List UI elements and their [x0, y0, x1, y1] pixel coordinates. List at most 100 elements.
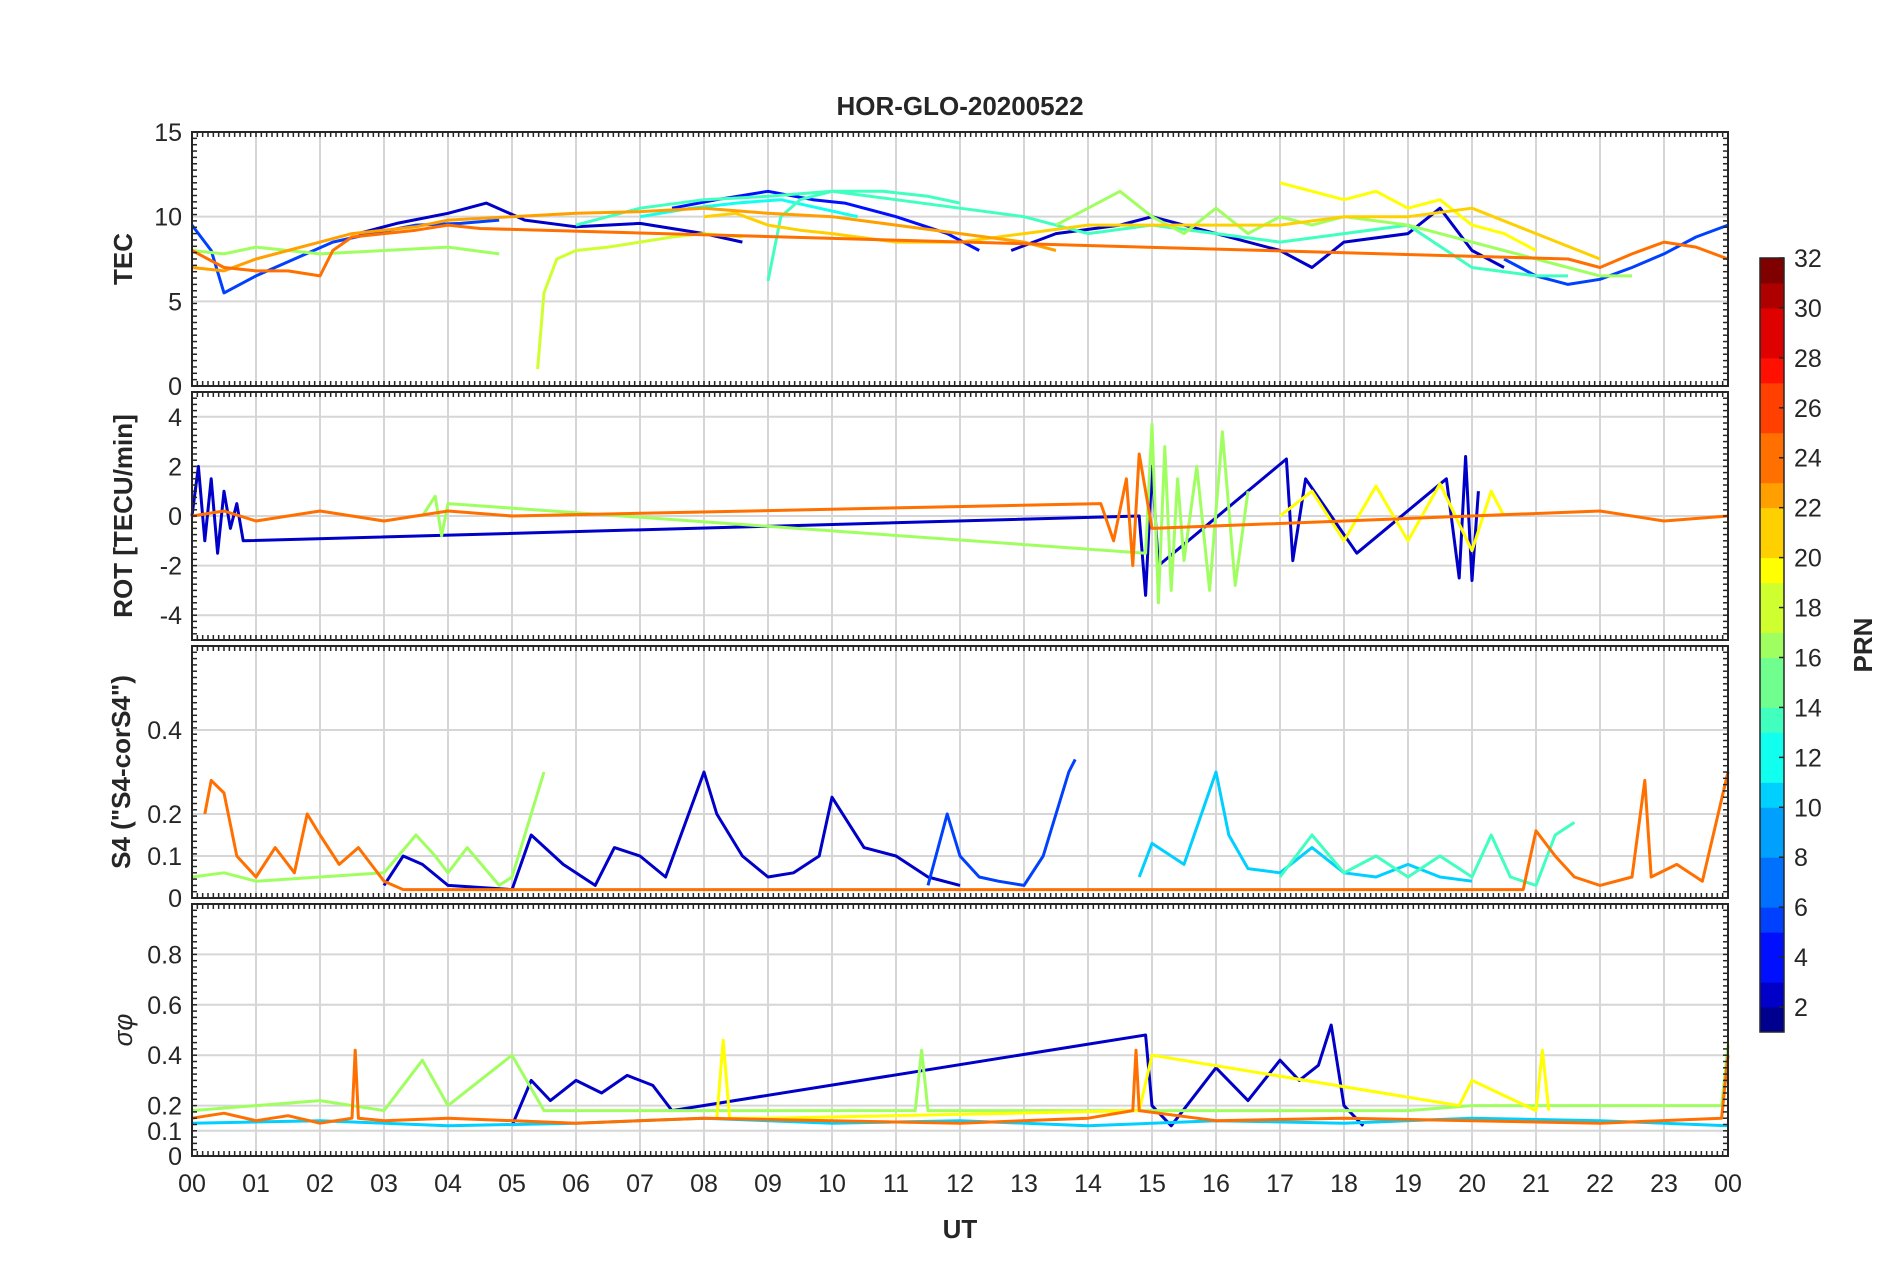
series-line-prn-11	[191, 1116, 1729, 1128]
colorbar-tick-label: 12	[1794, 744, 1822, 772]
series-line-prn-11	[1137, 770, 1473, 883]
series-line-prn-2	[510, 1023, 1365, 1128]
series-line-prn-17	[191, 245, 500, 256]
series-line-prn-14	[766, 189, 961, 282]
x-tick-label: 10	[818, 1170, 846, 1198]
colorbar-frame	[1759, 257, 1785, 1033]
x-tick-label: 00	[1714, 1170, 1742, 1198]
colorbar-segment	[1760, 258, 1784, 284]
x-tick-label: 12	[946, 1170, 974, 1198]
colorbar-segment	[1760, 832, 1784, 858]
colorbar-tick-label: 22	[1794, 495, 1822, 523]
y-tick-label: 10	[154, 204, 182, 232]
x-tick-label: 14	[1074, 1170, 1102, 1198]
panel-sigma-phi: 00.10.2 0.4 0.6 0.8 σφ	[108, 903, 1730, 1171]
series-line-prn-24	[203, 771, 1730, 892]
series-line-prn-22	[191, 206, 1057, 273]
x-tick-label: 20	[1458, 1170, 1486, 1198]
colorbar-segment	[1760, 457, 1784, 484]
series-line-prn-17	[191, 771, 546, 887]
y-tick-label: 0	[168, 373, 182, 401]
colorbar-segment	[1760, 707, 1784, 733]
colorbar-segment	[1760, 757, 1784, 783]
series-line-prn-13	[575, 189, 1568, 278]
colorbar-segment	[1760, 557, 1784, 584]
y-tick-label: 4	[168, 404, 182, 432]
axes-frame	[191, 645, 1729, 899]
colorbar-segment	[1760, 407, 1784, 434]
series-line-prn-16	[1055, 189, 1632, 278]
y-tick-label: 0.2	[147, 801, 182, 829]
series-line-prn-24	[191, 452, 1729, 568]
axes-frame	[191, 131, 1729, 387]
figure-title: HOR-GLO-20200522	[836, 91, 1083, 121]
x-tick-label: 05	[498, 1170, 526, 1198]
colorbar-tick-label: 2	[1794, 994, 1808, 1022]
colorbar-tick-label: 28	[1794, 345, 1822, 373]
y-tick-label: 5	[168, 288, 182, 316]
colorbar-segment	[1760, 807, 1784, 833]
x-tick-label: 13	[1010, 1170, 1038, 1198]
colorbar-tick-label: 20	[1794, 545, 1822, 573]
y-axis-label: σφ	[108, 1014, 138, 1047]
series-line-prn-20	[1279, 482, 1506, 553]
x-tick-label: 17	[1266, 1170, 1294, 1198]
colorbar-segment	[1760, 582, 1784, 609]
x-tick-label: 19	[1394, 1170, 1422, 1198]
series-line-prn-24	[191, 1048, 1730, 1125]
colorbar-segment	[1760, 907, 1784, 933]
series-line-prn-20	[1279, 181, 1537, 252]
y-tick-label: 0	[168, 503, 182, 531]
series-line-prn-2	[190, 455, 1480, 597]
colorbar-segment	[1760, 432, 1784, 459]
x-tick-label: 16	[1202, 1170, 1230, 1198]
series-line-prn-17	[191, 1044, 1730, 1113]
y-axis-label: S4 ("S4-corS4")	[106, 675, 136, 869]
x-tick-label: 02	[306, 1170, 334, 1198]
colorbar-segment	[1760, 732, 1784, 758]
colorbar-tick-label: 32	[1794, 245, 1822, 273]
y-tick-label: 0.4	[147, 717, 182, 745]
series-line-prn-3	[358, 201, 743, 244]
colorbar-segment	[1760, 882, 1784, 908]
series-line-prn-20	[715, 1038, 1551, 1120]
colorbar-tick-label: 14	[1794, 694, 1822, 722]
colorbar-label: PRN	[1848, 618, 1878, 673]
colorbar-segment	[1760, 1007, 1784, 1033]
colorbar-segment	[1760, 357, 1784, 384]
panel-rot: -4 -2 0 2 4 ROT [TECU/min]	[108, 391, 1729, 641]
y-tick-label: 0.8	[147, 941, 182, 969]
panel-s4: 0 0.1 0.2 0.4 S4 ("S4-corS4")	[106, 645, 1730, 913]
x-tick-label: 03	[370, 1170, 398, 1198]
colorbar-tick-label: 8	[1794, 844, 1808, 872]
series-line-prn-24	[191, 223, 1729, 278]
x-tick-label: 09	[754, 1170, 782, 1198]
axes-frame	[191, 903, 1729, 1157]
colorbar-segment	[1760, 607, 1784, 634]
y-axis-label: ROT [TECU/min]	[108, 414, 138, 618]
series-line-prn-16	[421, 422, 1250, 605]
colorbar-segment	[1760, 332, 1784, 359]
y-tick-label: 15	[154, 119, 182, 147]
colorbar-tick-label: 26	[1794, 395, 1822, 423]
series-line-prn-13	[1278, 821, 1576, 887]
colorbar-tick-label: 16	[1794, 644, 1822, 672]
colorbar-segment	[1760, 532, 1784, 559]
y-tick-label: 0.1	[147, 1118, 182, 1146]
series-line-prn-2	[382, 770, 961, 892]
colorbar-tick-label: 18	[1794, 595, 1822, 623]
colorbar-segment	[1760, 682, 1784, 708]
y-tick-label: 2	[168, 453, 182, 481]
series-line-prn-21	[703, 206, 1601, 261]
x-tick-label: 06	[562, 1170, 590, 1198]
colorbar-segment	[1760, 932, 1784, 958]
y-tick-label: 0.6	[147, 992, 182, 1020]
axes-frame	[191, 391, 1729, 641]
colorbar-tick-label: 4	[1794, 944, 1808, 972]
colorbar-segment	[1760, 782, 1784, 808]
y-tick-label: 0	[168, 885, 182, 913]
colorbar-tick-label: 6	[1794, 894, 1808, 922]
colorbar-tick-label: 30	[1794, 295, 1822, 323]
colorbar-segment	[1760, 282, 1784, 309]
